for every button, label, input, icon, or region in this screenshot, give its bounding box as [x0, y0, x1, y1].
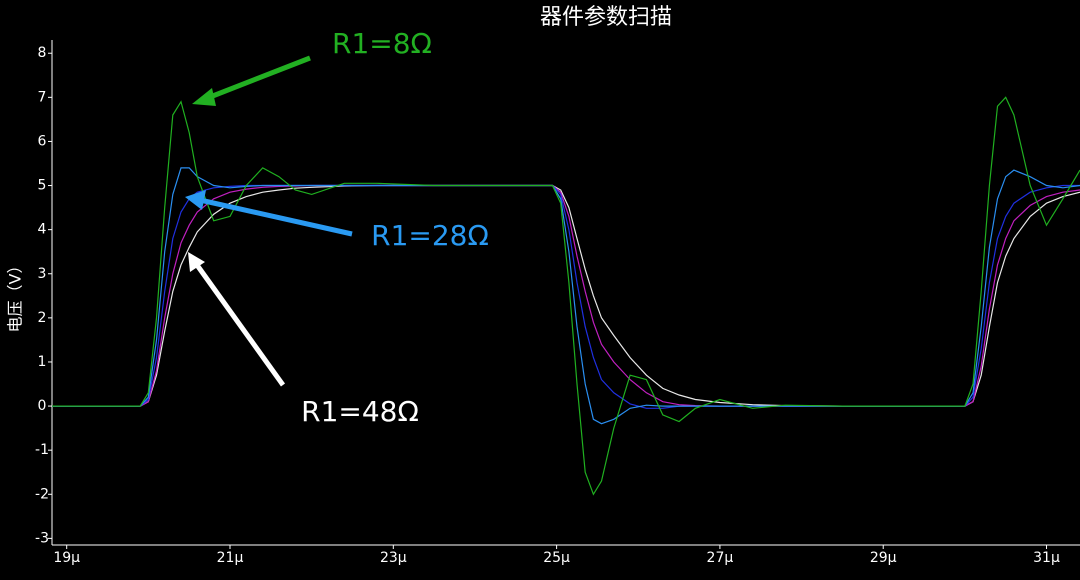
- x-tick-label: 19μ: [53, 550, 80, 566]
- series-line: [52, 96, 1080, 496]
- arrow: [194, 263, 286, 387]
- plot-area: [52, 96, 1080, 496]
- x-tick-label: 29μ: [870, 550, 897, 566]
- series-line: [52, 167, 1080, 425]
- y-tick-label: 8: [38, 45, 47, 61]
- y-tick-label: 7: [38, 89, 47, 105]
- series-line: [52, 184, 1080, 409]
- y-tick-label: -2: [35, 486, 49, 502]
- annotation: R1=8Ω: [332, 27, 432, 60]
- arrow-head: [185, 190, 206, 210]
- y-tick-label: -1: [35, 442, 49, 458]
- x-tick-label: 21μ: [217, 550, 244, 566]
- y-tick-label: 3: [38, 266, 47, 282]
- annotation: R1=48Ω: [301, 395, 419, 428]
- y-tick-label: 1: [38, 354, 47, 370]
- arrow-head: [188, 252, 205, 272]
- chart-title: 器件参数扫描: [540, 5, 672, 30]
- y-tick-label: 5: [38, 178, 47, 194]
- x-tick-label: 23μ: [380, 550, 407, 566]
- arrow-head: [192, 88, 216, 106]
- y-tick-label: 4: [38, 222, 47, 238]
- series-line: [52, 184, 1080, 407]
- y-tick-label: 2: [38, 310, 47, 326]
- arrow: [199, 197, 353, 237]
- annotation: R1=28Ω: [371, 219, 489, 252]
- y-axis-label: 电压（V）: [6, 258, 25, 333]
- arrows: [185, 55, 353, 387]
- x-tick-label: 27μ: [707, 550, 734, 566]
- x-tick-label: 25μ: [543, 550, 570, 566]
- series-line: [52, 184, 1080, 407]
- y-tick-label: 0: [38, 398, 47, 414]
- x-tick-label: 31μ: [1033, 550, 1060, 566]
- y-tick-label: 6: [38, 133, 47, 149]
- y-tick-label: -3: [35, 530, 49, 546]
- arrow: [204, 55, 311, 102]
